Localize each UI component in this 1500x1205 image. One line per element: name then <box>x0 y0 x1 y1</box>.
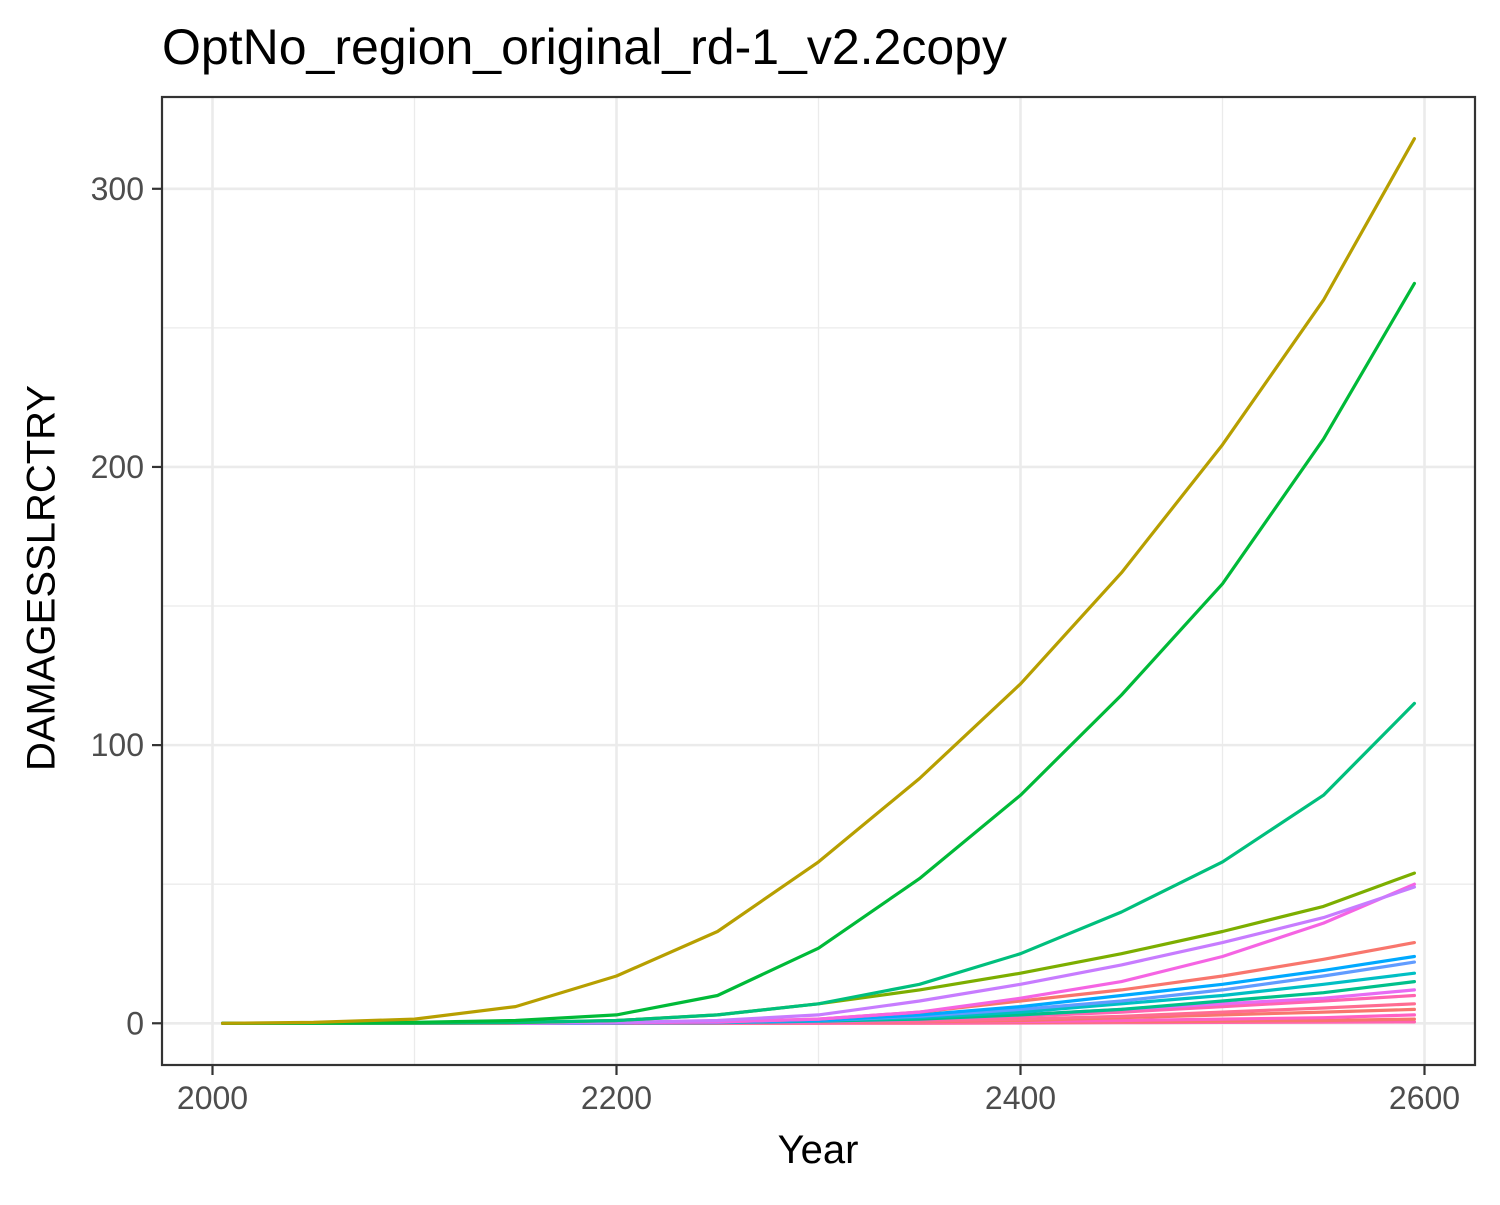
series-line-2 <box>221 281 1417 1025</box>
x-axis-label: Year <box>777 1128 859 1172</box>
y-axis: 0 100 200 300 <box>91 171 162 1041</box>
x-axis: 2000 2200 2400 2600 <box>177 1065 1460 1116</box>
y-tick-label: 300 <box>91 171 144 207</box>
x-tick-label: 2000 <box>177 1080 248 1116</box>
y-tick-label: 100 <box>91 727 144 763</box>
chart-title: OptNo_region_original_rd-1_v2.2copy <box>162 19 1007 75</box>
y-axis-label: DAMAGESSLRCTRY <box>19 384 64 772</box>
x-tick-label: 2400 <box>985 1080 1056 1116</box>
y-tick-label: 200 <box>91 449 144 485</box>
x-tick-label: 2200 <box>581 1080 652 1116</box>
y-tick-label: 0 <box>126 1005 144 1041</box>
grid-minor <box>162 97 1475 1065</box>
x-tick-label: 2600 <box>1389 1080 1460 1116</box>
series-line-1 <box>221 137 1417 1025</box>
panel-border <box>160 95 1477 1067</box>
series-lines <box>221 137 1417 1025</box>
